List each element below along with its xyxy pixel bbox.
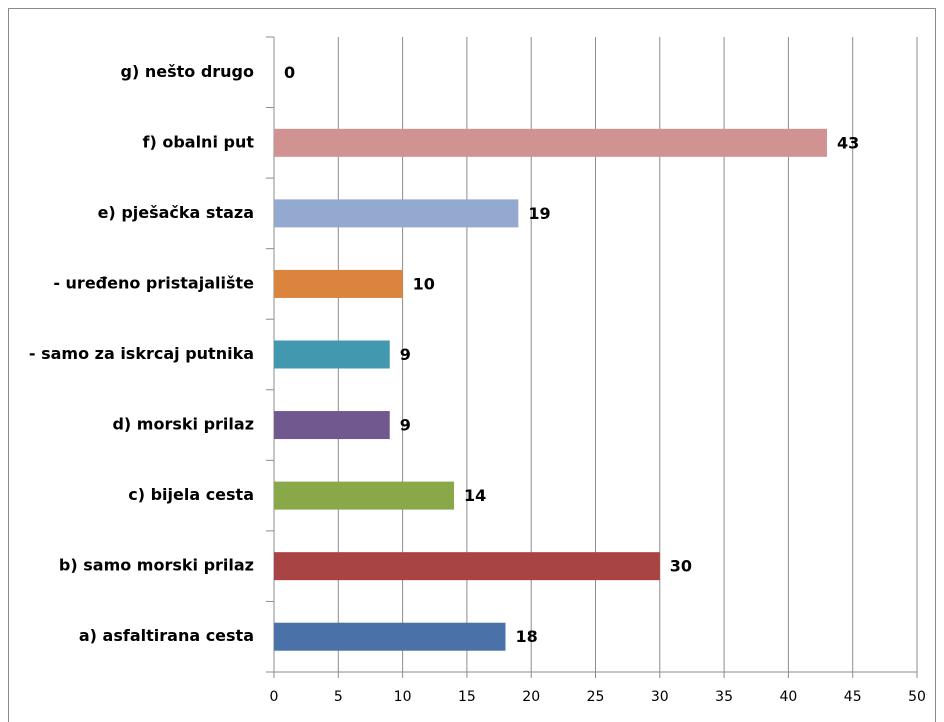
y-tick-label: f) obalni put bbox=[142, 132, 254, 151]
value-label: 0 bbox=[284, 63, 295, 82]
value-label: 18 bbox=[515, 627, 537, 646]
bar bbox=[274, 411, 390, 440]
y-tick-label: d) morski prilaz bbox=[112, 415, 254, 434]
x-tick-label: 45 bbox=[844, 689, 862, 705]
y-tick-label: g) nešto drugo bbox=[121, 62, 255, 81]
y-tick-label: - uređeno pristajalište bbox=[53, 273, 254, 292]
value-label: 14 bbox=[464, 486, 486, 505]
bar bbox=[274, 199, 519, 228]
x-tick-label: 10 bbox=[394, 689, 412, 705]
value-label: 30 bbox=[670, 557, 692, 576]
y-tick-label: - samo za iskrcaj putnika bbox=[29, 344, 254, 363]
chart-frame bbox=[8, 8, 936, 722]
x-tick-label: 15 bbox=[458, 689, 476, 705]
bar bbox=[274, 622, 506, 651]
y-tick-label: e) pješačka staza bbox=[98, 203, 254, 222]
y-tick-label: b) samo morski prilaz bbox=[59, 556, 254, 575]
value-label: 19 bbox=[528, 204, 550, 223]
value-label: 9 bbox=[400, 416, 411, 435]
bar bbox=[274, 340, 390, 369]
x-tick-label: 35 bbox=[715, 689, 733, 705]
value-label: 9 bbox=[400, 345, 411, 364]
bar bbox=[274, 269, 403, 298]
bar bbox=[274, 481, 455, 510]
y-tick-label: a) asfaltirana cesta bbox=[79, 626, 254, 645]
x-tick-label: 30 bbox=[651, 689, 669, 705]
x-tick-label: 5 bbox=[334, 689, 343, 705]
x-tick-label: 25 bbox=[587, 689, 605, 705]
value-label: 43 bbox=[837, 133, 859, 152]
x-tick-label: 40 bbox=[779, 689, 797, 705]
x-tick-label: 50 bbox=[908, 689, 926, 705]
x-tick-label: 20 bbox=[522, 689, 540, 705]
y-tick-label: c) bijela cesta bbox=[128, 485, 254, 504]
x-tick-label: 0 bbox=[270, 689, 279, 705]
bar bbox=[274, 128, 827, 157]
value-label: 10 bbox=[413, 274, 435, 293]
bar bbox=[274, 552, 660, 581]
